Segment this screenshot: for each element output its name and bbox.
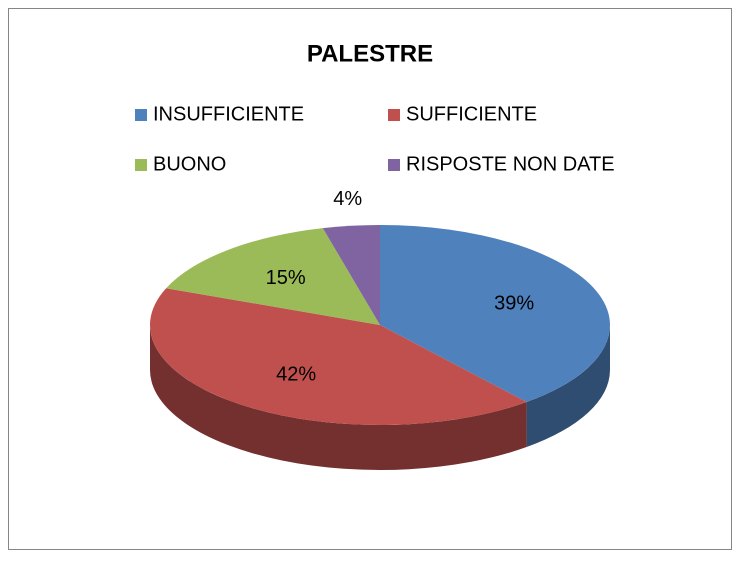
legend-label: SUFFICIENTE [406,103,537,125]
chart-title: PALESTRE [307,40,433,67]
data-label: 39% [494,292,534,314]
legend-swatch [388,159,400,171]
slice-side [526,325,610,448]
slice-side [149,325,527,471]
slice-top [322,225,380,325]
legend-swatch [135,159,147,171]
slice-top [149,288,527,425]
pie-slice [322,225,380,325]
slice-top [166,228,380,325]
slice-top [380,225,610,403]
data-label: 4% [333,188,362,210]
legend-swatch [388,109,400,121]
legend-label: RISPOSTE NON DATE [406,153,615,175]
pie-slice [380,225,610,448]
pie-slice [149,288,527,471]
legend-swatch [135,109,147,121]
data-label: 15% [266,267,306,289]
legend-label: BUONO [153,153,226,175]
pie-slice [166,228,380,325]
legend-label: INSUFFICIENTE [153,103,304,125]
data-label: 42% [276,363,316,385]
